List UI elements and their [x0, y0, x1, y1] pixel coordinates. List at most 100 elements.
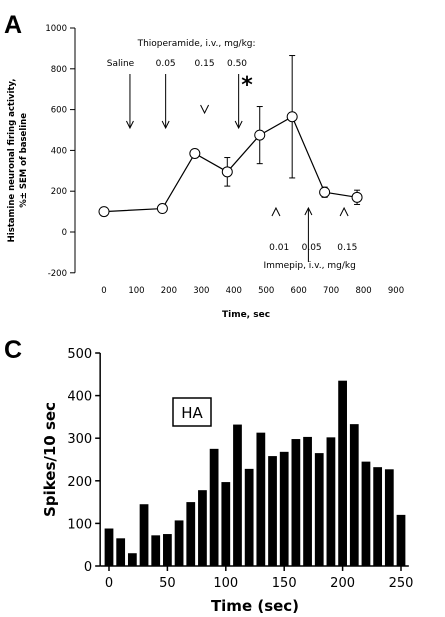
panel-c-bar — [116, 538, 126, 566]
immepip-arrows — [271, 206, 349, 262]
panel-c-bar — [279, 451, 289, 566]
arrow-immepip-001 — [271, 206, 281, 217]
arrow-thio-005-head — [161, 120, 170, 130]
panel-a-y-tick-label: 1000 — [45, 24, 67, 34]
panel-a-x-tick-label: 0 — [101, 286, 106, 296]
panel-c-x-tick-label: 150 — [272, 576, 297, 591]
panel-c-y-tick-label: 300 — [67, 432, 92, 447]
significance-star: * — [241, 73, 253, 98]
panel-c-x-tick-label: 200 — [330, 576, 355, 591]
panel-a-x-tick-label: 600 — [291, 286, 307, 296]
panel-c-y-tick-label: 500 — [67, 347, 92, 362]
panel-c-bar — [338, 380, 347, 566]
panel-c-bar — [268, 456, 277, 566]
arrow-saline-head — [126, 120, 134, 130]
panel-c-bar — [139, 504, 149, 566]
panel-c-x-tick-label: 0 — [105, 576, 113, 591]
panel-c-x-tick-label: 50 — [159, 576, 176, 591]
panel-c-x-axis: 0 50 100 150 200 250 — [105, 566, 414, 591]
thioperamide-arrows — [126, 74, 243, 130]
panel-c-bar — [127, 553, 137, 566]
panel-c-bar — [163, 534, 172, 566]
panel-a-data-point — [319, 186, 331, 198]
panel-c-bar — [361, 461, 371, 566]
immepip-dose-label: 0.05 — [302, 243, 322, 253]
arrow-thio-050-head — [234, 120, 243, 130]
thioperamide-dose-label: Saline — [107, 59, 135, 69]
panel-a-x-tick-label: 500 — [258, 286, 274, 296]
panel-a-x-tick-label: 100 — [128, 286, 144, 296]
panel-a-y-tick-label: 600 — [51, 106, 67, 116]
panel-c-bar — [396, 514, 406, 566]
panel-c-bar — [221, 482, 231, 566]
panel-c-y-tick-label: 400 — [67, 390, 92, 405]
panel-c-bar — [291, 439, 301, 566]
panel-a-letter: A — [4, 11, 22, 39]
panel-a-y-tick-label: -200 — [48, 269, 67, 279]
panel-a-data-point — [156, 203, 168, 215]
panel-a-data-point — [351, 191, 363, 203]
panel-a-x-tick-label: 200 — [161, 286, 177, 296]
panel-c-bar — [174, 520, 184, 566]
panel-c-bar — [198, 490, 207, 566]
panel-a-data-point — [286, 111, 298, 123]
panel-a-y-tick-label: 200 — [51, 187, 67, 197]
panel-c-bar — [186, 502, 196, 566]
panel-a-y-tick-label: 0 — [62, 228, 67, 238]
panel-a-data-point — [254, 129, 266, 141]
panel-c-letter: C — [4, 336, 22, 364]
panel-a-y-tick-label: 400 — [51, 146, 67, 156]
panel-c-y-tick-label: 0 — [84, 560, 92, 575]
panel-c-bar — [349, 424, 359, 566]
immepip-dose-label: 0.15 — [337, 243, 357, 253]
panel-c-y-label: Spikes/10 sec — [41, 402, 59, 517]
panel-c-bars — [104, 380, 406, 566]
panel-a-y-label-line1: Histamine neuronal firing activity, — [7, 78, 17, 242]
panel-c-bar — [151, 535, 161, 566]
panel-c-bar — [373, 467, 383, 566]
panel-a-x-label: Time, sec — [222, 310, 270, 320]
panel-a-data-point — [98, 206, 110, 218]
panel-c-bar — [384, 469, 394, 566]
panel-c-y-axis: 0 100 200 300 400 500 — [67, 347, 101, 575]
panel-c-bar — [104, 528, 114, 566]
panel-c-bar — [209, 448, 219, 566]
panel-c-bar — [314, 453, 324, 566]
panel-a-chart: -200 0 200 400 600 800 1000 0 100 200 300 400 500 60… — [7, 24, 404, 320]
panel-a-x-tick-label: 400 — [226, 286, 242, 296]
panel-c-legend-label: HA — [181, 404, 203, 422]
panel-c-x-tick-label: 100 — [213, 576, 238, 591]
panel-a-y-tick-label: 800 — [51, 65, 67, 75]
panel-a-x-tick-label: 900 — [388, 286, 404, 296]
panel-c-bar — [233, 424, 242, 566]
panel-c-x-tick-label: 250 — [389, 576, 414, 591]
thioperamide-dose-label: 0.15 — [195, 59, 215, 69]
panel-a-series-line — [103, 115, 358, 213]
immepip-dose-label: 0.01 — [269, 243, 289, 253]
panel-a-y-axis: -200 0 200 400 600 800 1000 — [45, 24, 75, 279]
panel-c-y-tick-label: 100 — [67, 517, 92, 532]
panel-c-bar — [244, 468, 254, 566]
panel-c-chart: 0 100 200 300 400 500 0 50 100 150 200 250 Spikes/… — [41, 347, 413, 615]
thioperamide-dose-labels: Saline 0.05 0.15 0.50 — [107, 59, 248, 69]
panel-a-x-axis: 0 100 200 300 400 500 600 700 800 900 — [101, 286, 404, 296]
panel-a-y-label-line2: %± SEM of baseline — [19, 113, 29, 208]
immepip-dose-title: Immepip, i.v., mg/kg — [263, 261, 355, 271]
arrow-immepip-005-head — [304, 206, 313, 216]
panel-c-y-tick-label: 200 — [67, 475, 92, 490]
panel-a-x-tick-label: 700 — [323, 286, 339, 296]
panel-a-x-tick-label: 300 — [193, 286, 209, 296]
panel-c-x-label: Time (sec) — [211, 597, 299, 615]
panel-c-legend-box — [172, 397, 212, 427]
thioperamide-dose-label: 0.50 — [227, 59, 247, 69]
panel-a-data-point — [189, 147, 201, 159]
arrow-thio-015 — [200, 104, 210, 115]
arrow-immepip-015 — [339, 206, 349, 217]
panel-c-bar — [256, 432, 266, 566]
panel-c-bar — [303, 436, 312, 566]
panel-c-bar — [326, 437, 336, 566]
thioperamide-dose-label: 0.05 — [156, 59, 176, 69]
panel-a-data-point — [221, 166, 233, 178]
panel-a-x-tick-label: 800 — [355, 286, 371, 296]
